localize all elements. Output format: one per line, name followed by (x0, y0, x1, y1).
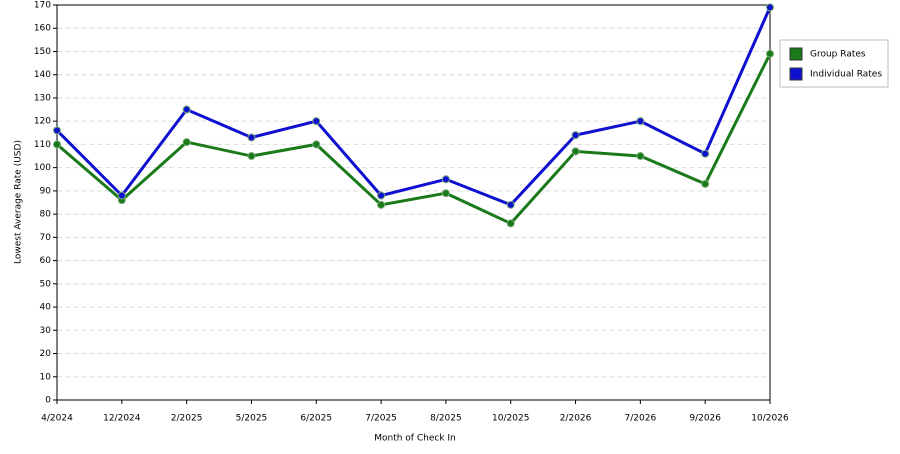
data-point (506, 200, 515, 209)
data-point (766, 3, 774, 12)
data-point (247, 152, 256, 161)
data-point (247, 133, 256, 142)
x-tick-label: 12/2024 (103, 414, 141, 424)
data-point (571, 147, 580, 156)
x-tick-label: 5/2025 (236, 414, 268, 424)
x-tick-label: 10/2025 (492, 414, 529, 424)
y-axis-label: Lowest Average Rate (USD) (14, 140, 24, 264)
data-point (441, 189, 450, 198)
data-point (377, 200, 386, 209)
plot-frame (56, 4, 771, 401)
y-tick-label: 130 (34, 93, 51, 103)
y-tick-label: 0 (45, 396, 51, 406)
y-tick-label: 30 (40, 326, 52, 336)
data-point (441, 175, 450, 184)
data-point (571, 131, 580, 140)
y-tick-label: 50 (40, 279, 52, 289)
x-tick-label: 2/2025 (171, 414, 203, 424)
y-tick-label: 110 (34, 140, 51, 150)
data-point (53, 126, 61, 135)
y-tick-label: 40 (40, 303, 52, 313)
data-point (312, 140, 321, 149)
data-point (636, 117, 645, 126)
x-tick-label: 7/2025 (365, 414, 397, 424)
x-tick-label: 6/2025 (300, 414, 332, 424)
legend-swatch (789, 47, 803, 61)
data-point (182, 138, 191, 147)
x-axis-label: Month of Check In (374, 434, 456, 444)
y-tick-label: 80 (40, 210, 52, 220)
data-point (636, 152, 645, 161)
data-point (312, 117, 321, 126)
x-tick-label: 8/2025 (430, 414, 462, 424)
y-tick-label: 60 (40, 256, 52, 266)
data-point (53, 140, 61, 149)
data-point (117, 191, 126, 200)
y-tick-label: 120 (34, 117, 51, 127)
y-tick-label: 20 (40, 349, 52, 359)
y-tick-label: 90 (40, 186, 52, 196)
x-tick-label: 9/2026 (689, 414, 721, 424)
data-point (766, 49, 774, 58)
x-tick-label: 10/2026 (751, 414, 789, 424)
data-point (701, 179, 710, 188)
y-tick-label: 150 (34, 47, 51, 57)
x-tick-label: 4/2024 (41, 414, 73, 424)
data-point (701, 149, 710, 158)
legend-label: Individual Rates (810, 70, 882, 80)
series-line (56, 53, 772, 226)
y-tick-label: 70 (40, 233, 52, 243)
legend-swatch (789, 67, 803, 81)
y-tick-label: 10 (40, 372, 52, 382)
y-tick-label: 100 (34, 163, 51, 173)
data-point (182, 105, 191, 114)
series-line (55, 6, 772, 207)
y-tick-label: 160 (34, 24, 51, 34)
data-point (506, 219, 515, 228)
y-tick-label: 140 (34, 70, 51, 80)
x-tick-label: 7/2026 (625, 414, 657, 424)
data-point (377, 191, 386, 200)
legend-label: Group Rates (810, 50, 866, 60)
y-tick-label: 170 (34, 1, 51, 11)
x-tick-label: 2/2026 (560, 414, 592, 424)
